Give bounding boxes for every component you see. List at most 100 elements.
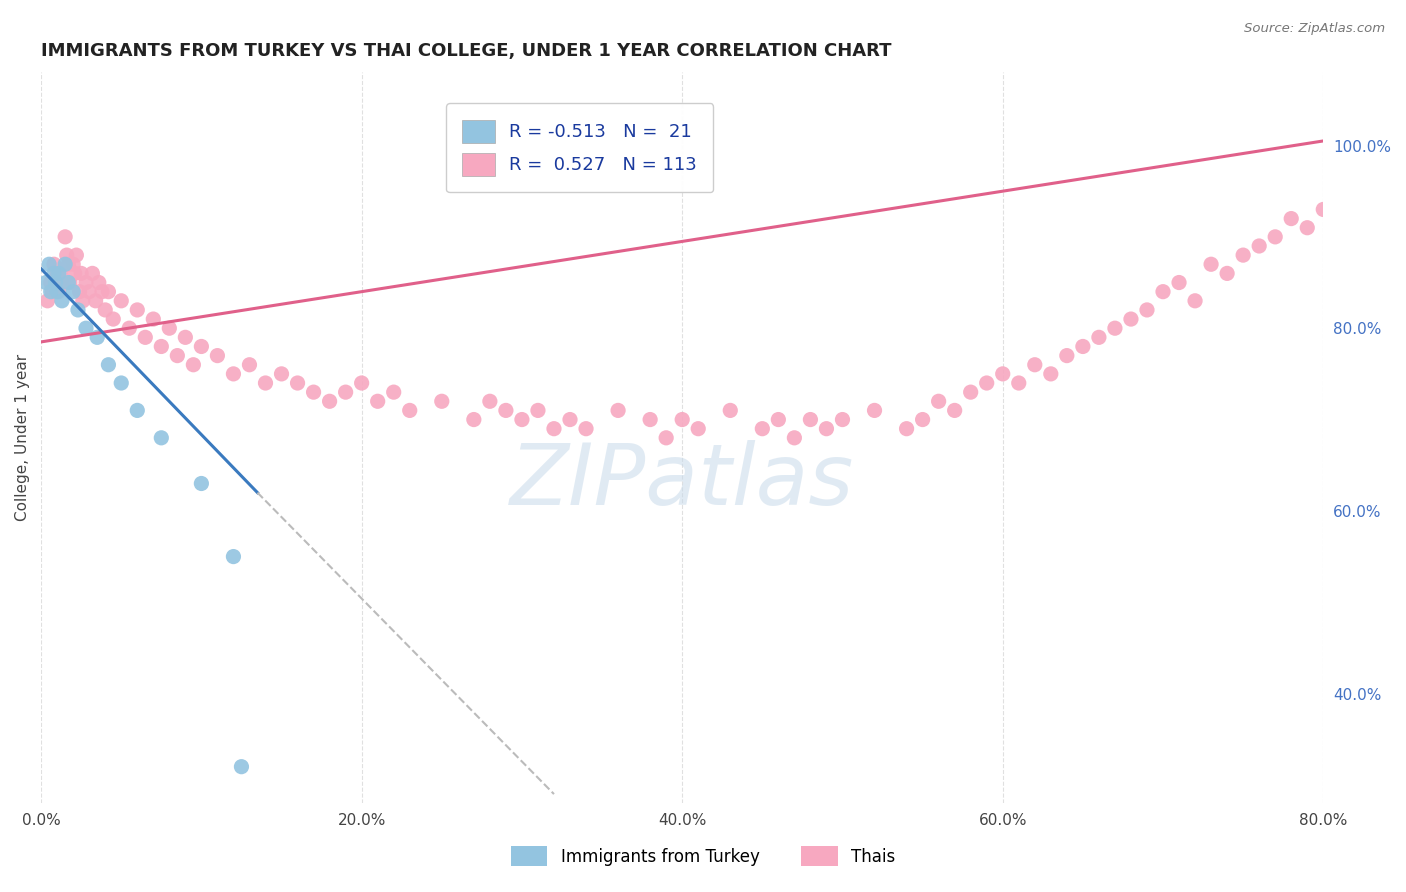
- Point: [1024, 358, 1046, 372]
- Point: [84, 293, 107, 308]
- Point: [65, 248, 87, 262]
- Point: [1312, 202, 1334, 217]
- Point: [718, 403, 741, 417]
- Point: [1216, 266, 1239, 280]
- Point: [46, 285, 69, 299]
- Point: [91, 285, 114, 299]
- Legend: R = -0.513   N =  21, R =  0.527   N = 113: R = -0.513 N = 21, R = 0.527 N = 113: [446, 103, 713, 192]
- Point: [222, 367, 245, 381]
- Point: [44, 276, 66, 290]
- Point: [959, 385, 981, 400]
- Point: [1056, 349, 1078, 363]
- Point: [270, 367, 292, 381]
- Point: [75, 321, 97, 335]
- Y-axis label: College, Under 1 year: College, Under 1 year: [15, 354, 30, 522]
- Point: [103, 312, 125, 326]
- Point: [127, 403, 149, 417]
- Point: [1392, 220, 1406, 235]
- Legend: Immigrants from Turkey, Thais: Immigrants from Turkey, Thais: [502, 838, 904, 875]
- Point: [110, 376, 132, 390]
- Point: [97, 358, 120, 372]
- Point: [1249, 239, 1271, 253]
- Point: [97, 285, 120, 299]
- Point: [1088, 330, 1111, 344]
- Point: [1152, 285, 1174, 299]
- Point: [183, 358, 205, 372]
- Point: [254, 376, 277, 390]
- Point: [42, 266, 65, 280]
- Point: [35, 276, 58, 290]
- Point: [174, 330, 197, 344]
- Point: [94, 302, 117, 317]
- Point: [1039, 367, 1062, 381]
- Point: [558, 412, 581, 426]
- Point: [863, 403, 886, 417]
- Point: [48, 285, 70, 299]
- Point: [37, 293, 59, 308]
- Point: [51, 276, 73, 290]
- Point: [976, 376, 998, 390]
- Point: [655, 431, 678, 445]
- Point: [190, 476, 212, 491]
- Point: [127, 302, 149, 317]
- Point: [688, 422, 710, 436]
- Point: [1168, 276, 1191, 290]
- Point: [51, 293, 73, 308]
- Point: [318, 394, 340, 409]
- Point: [607, 403, 630, 417]
- Point: [638, 412, 661, 426]
- Point: [350, 376, 373, 390]
- Point: [53, 257, 76, 271]
- Point: [87, 276, 110, 290]
- Point: [55, 248, 77, 262]
- Text: Source: ZipAtlas.com: Source: ZipAtlas.com: [1244, 22, 1385, 36]
- Point: [59, 276, 82, 290]
- Point: [943, 403, 966, 417]
- Point: [110, 293, 132, 308]
- Point: [287, 376, 309, 390]
- Point: [142, 312, 165, 326]
- Point: [495, 403, 517, 417]
- Point: [69, 285, 91, 299]
- Point: [1199, 257, 1222, 271]
- Point: [134, 330, 156, 344]
- Point: [543, 422, 565, 436]
- Point: [58, 276, 80, 290]
- Text: ZIPatlas: ZIPatlas: [510, 440, 855, 524]
- Point: [1329, 220, 1351, 235]
- Point: [58, 257, 80, 271]
- Point: [430, 394, 453, 409]
- Point: [335, 385, 357, 400]
- Point: [815, 422, 838, 436]
- Point: [991, 367, 1014, 381]
- Point: [367, 394, 389, 409]
- Point: [831, 412, 853, 426]
- Point: [62, 257, 84, 271]
- Point: [118, 321, 141, 335]
- Point: [150, 431, 173, 445]
- Point: [53, 230, 76, 244]
- Point: [1344, 230, 1367, 244]
- Point: [671, 412, 693, 426]
- Point: [799, 412, 821, 426]
- Point: [768, 412, 790, 426]
- Point: [222, 549, 245, 564]
- Point: [751, 422, 773, 436]
- Point: [75, 276, 97, 290]
- Point: [48, 266, 70, 280]
- Point: [77, 285, 100, 299]
- Point: [1279, 211, 1302, 226]
- Point: [783, 431, 806, 445]
- Point: [42, 257, 65, 271]
- Point: [207, 349, 229, 363]
- Point: [1104, 321, 1126, 335]
- Point: [231, 760, 253, 774]
- Point: [72, 293, 94, 308]
- Point: [39, 276, 62, 290]
- Point: [1008, 376, 1031, 390]
- Point: [66, 302, 89, 317]
- Point: [41, 285, 63, 299]
- Point: [1071, 339, 1094, 353]
- Point: [82, 266, 104, 280]
- Point: [157, 321, 180, 335]
